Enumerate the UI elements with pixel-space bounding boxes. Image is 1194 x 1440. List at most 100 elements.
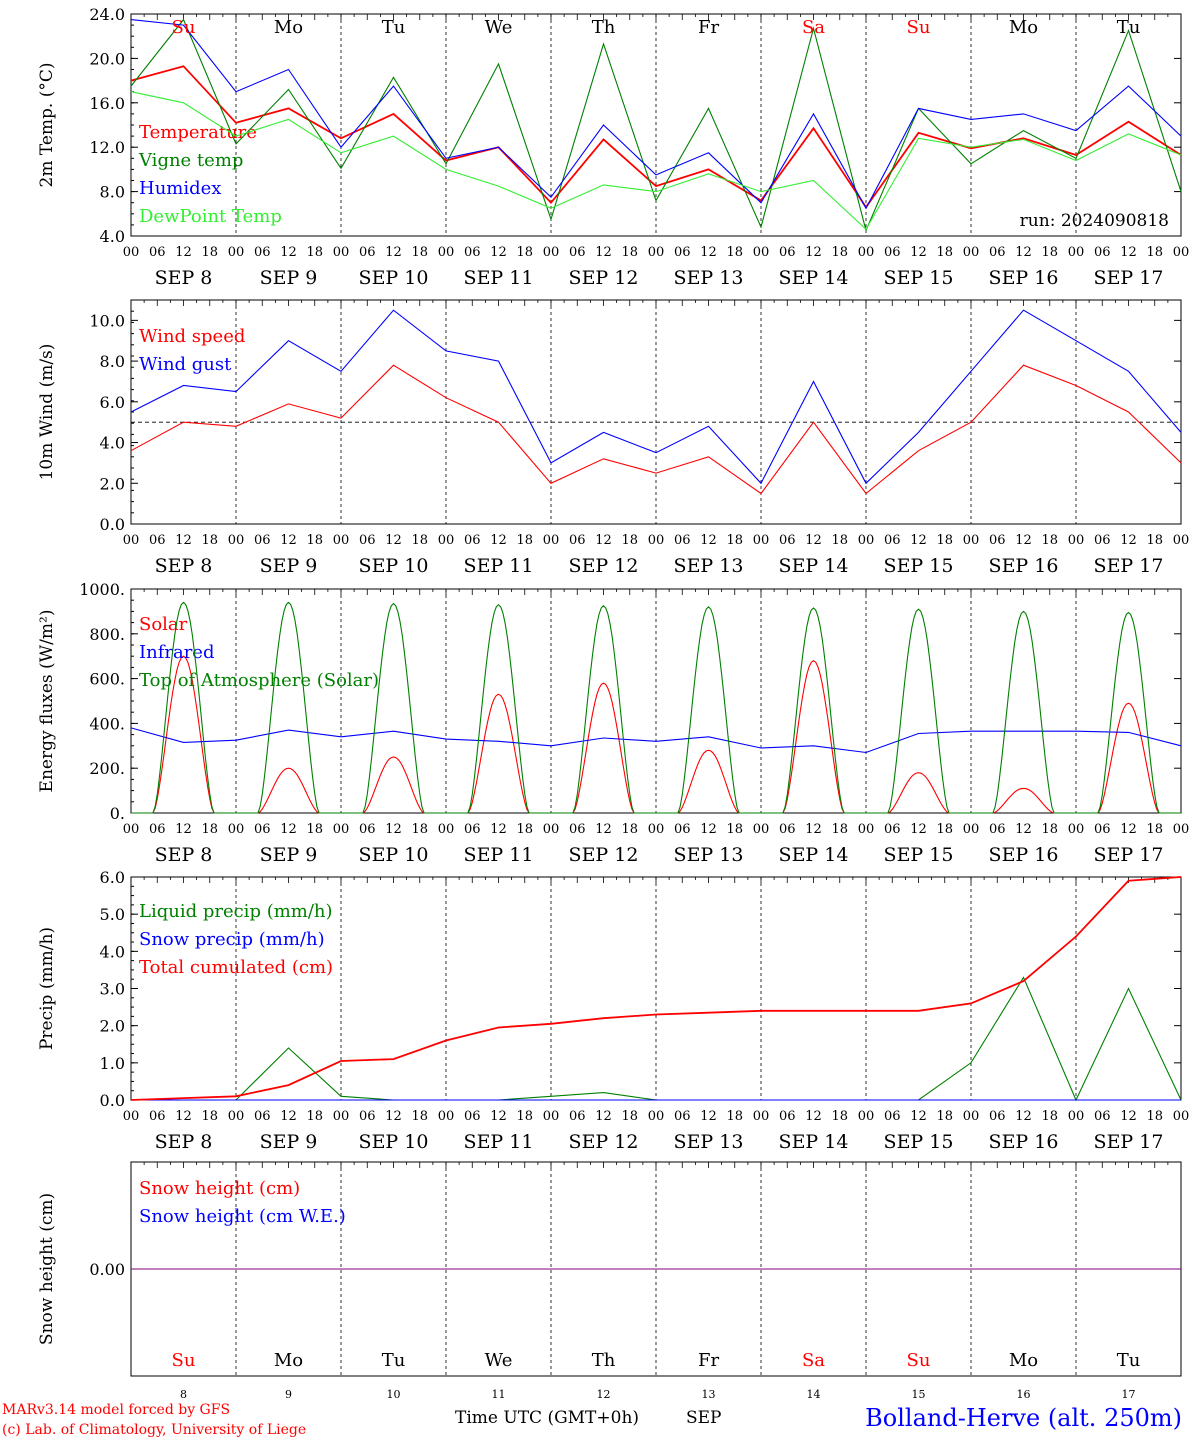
x-hour-label: 00 — [543, 1109, 560, 1124]
x-date-label: 13 — [702, 1388, 716, 1401]
x-hour-label: 12 — [910, 533, 927, 548]
x-hour-label: 18 — [726, 1109, 743, 1124]
x-hour-label: 06 — [989, 822, 1006, 837]
y-tick-label: 4.0 — [100, 434, 125, 453]
legend-entry: Wind gust — [139, 354, 232, 375]
panel-frame — [130, 588, 1182, 814]
x-day-label: SEP 8 — [155, 555, 213, 577]
x-hour-label: 06 — [569, 533, 586, 548]
x-hour-label: 18 — [306, 822, 323, 837]
series-line-wind-speed — [130, 364, 1182, 495]
footer-model: MARv3.14 model forced by GFS — [2, 1402, 230, 1418]
x-hour-label: 00 — [333, 1109, 350, 1124]
x-hour-label: 18 — [516, 1109, 533, 1124]
x-hour-label: 18 — [726, 245, 743, 260]
panel-5: 0.00 Snow height (cm) Snow height (cm) Snow… — [37, 1161, 1182, 1401]
y-tick-label: 6.0 — [100, 393, 125, 412]
legend-entry: Top of Atmosphere (Solar) — [139, 670, 379, 691]
y-axis-label: Energy fluxes (W/m²) — [37, 610, 57, 793]
x-hour-label: 12 — [280, 533, 297, 548]
x-hour-label: 12 — [700, 1109, 717, 1124]
footer-station: Bolland-Herve (alt. 250m) — [865, 1404, 1182, 1432]
x-hour-label: 00 — [648, 245, 665, 260]
x-hour-label: 00 — [858, 533, 875, 548]
x-hour-label: 00 — [753, 1109, 770, 1124]
x-hour-label: 12 — [490, 822, 507, 837]
x-hour-label: 06 — [674, 533, 691, 548]
x-hour-label: 12 — [280, 822, 297, 837]
x-hour-label: 00 — [648, 822, 665, 837]
x-hour-label: 06 — [1094, 822, 1111, 837]
x-hour-label: 12 — [700, 245, 717, 260]
weekday-label: Tu — [1117, 1350, 1141, 1371]
x-hour-label: 00 — [438, 822, 455, 837]
weekday-label: Su — [172, 17, 196, 38]
x-hour-label: 06 — [1094, 245, 1111, 260]
x-hour-label: 06 — [359, 1109, 376, 1124]
x-hour-label: 12 — [280, 245, 297, 260]
x-hour-label: 18 — [726, 822, 743, 837]
x-hour-label: 12 — [1015, 1109, 1032, 1124]
y-tick-label: 24.0 — [89, 5, 125, 24]
weekday-label: Su — [907, 1350, 931, 1371]
x-day-label: SEP 12 — [569, 1131, 639, 1153]
x-hour-label: 18 — [936, 1109, 953, 1124]
x-hour-label: 12 — [280, 1109, 297, 1124]
x-hour-label: 00 — [1068, 1109, 1085, 1124]
x-hour-label: 06 — [359, 533, 376, 548]
y-tick-label: 6.0 — [100, 868, 125, 887]
x-day-label: SEP 9 — [260, 1131, 318, 1153]
weekday-label: Tu — [1117, 17, 1141, 38]
x-hour-label: 12 — [385, 1109, 402, 1124]
x-hour-label: 06 — [884, 245, 901, 260]
x-day-label: SEP 13 — [674, 1131, 744, 1153]
x-hour-label: 18 — [201, 533, 218, 548]
x-hour-label: 00 — [753, 822, 770, 837]
x-hour-label: 06 — [989, 245, 1006, 260]
y-axis-label: 10m Wind (m/s) — [37, 344, 57, 481]
x-hour-label: 00 — [123, 822, 140, 837]
x-hour-label: 12 — [385, 245, 402, 260]
x-hour-label: 18 — [1041, 245, 1058, 260]
x-hour-label: 06 — [884, 822, 901, 837]
y-tick-label: 8.0 — [100, 183, 125, 202]
x-day-label: SEP 17 — [1094, 1131, 1164, 1153]
series-line-top-of-atmosphere-solar — [131, 601, 1181, 814]
x-hour-label: 12 — [385, 822, 402, 837]
x-hour-label: 06 — [254, 1109, 271, 1124]
legend-entry: Snow height (cm) — [139, 1178, 300, 1199]
weekday-label: We — [485, 17, 513, 38]
x-hour-label: 18 — [621, 1109, 638, 1124]
x-day-label: SEP 11 — [464, 267, 534, 289]
x-day-label: SEP 10 — [359, 267, 429, 289]
x-hour-label: 06 — [779, 822, 796, 837]
x-hour-label: 06 — [149, 1109, 166, 1124]
x-hour-label: 18 — [1146, 533, 1163, 548]
x-hour-label: 06 — [254, 245, 271, 260]
x-hour-label: 18 — [516, 533, 533, 548]
y-tick-label: 4.0 — [100, 227, 125, 246]
x-hour-label: 06 — [884, 1109, 901, 1124]
legend-entry: Total cumulated (cm) — [139, 957, 333, 978]
y-tick-label: 0. — [110, 804, 125, 823]
x-hour-label: 06 — [149, 533, 166, 548]
legend-entry: Vigne temp — [138, 150, 243, 171]
weekday-label: Mo — [274, 17, 303, 38]
x-day-label: SEP 17 — [1094, 267, 1164, 289]
x-hour-label: 12 — [805, 822, 822, 837]
x-hour-label: 00 — [1068, 245, 1085, 260]
x-hour-label: 00 — [228, 533, 245, 548]
x-hour-label: 12 — [1015, 245, 1032, 260]
y-tick-label: 20.0 — [89, 49, 125, 68]
x-day-label: SEP 8 — [155, 844, 213, 866]
x-hour-label: 06 — [1094, 1109, 1111, 1124]
x-hour-label: 18 — [411, 245, 428, 260]
footer: MARv3.14 model forced by GFS (c) Lab. of… — [2, 1402, 1182, 1438]
x-hour-label: 12 — [805, 1109, 822, 1124]
x-hour-label: 18 — [1041, 1109, 1058, 1124]
y-tick-label: 0.0 — [100, 1091, 125, 1110]
x-hour-label: 00 — [333, 533, 350, 548]
x-day-label: SEP 8 — [155, 267, 213, 289]
x-day-label: SEP 9 — [260, 555, 318, 577]
footer-month: SEP — [686, 1408, 722, 1428]
